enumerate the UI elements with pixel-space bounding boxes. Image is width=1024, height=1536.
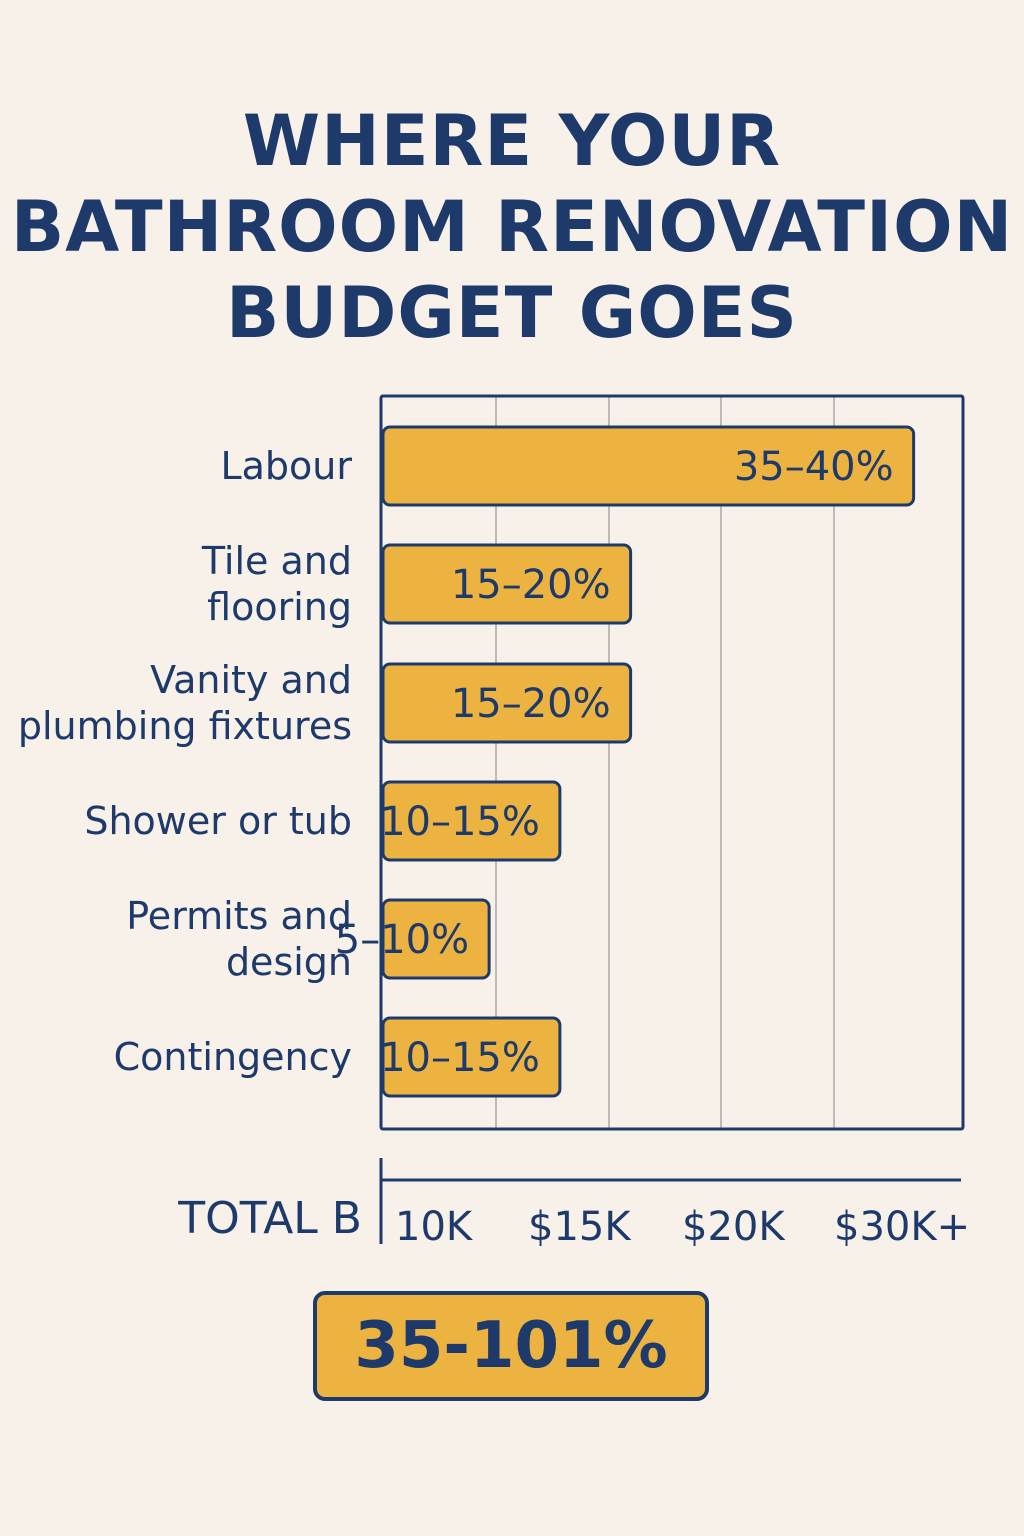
title-line-1: WHERE YOUR — [242, 100, 782, 182]
category-label-4: Shower or tub — [84, 799, 352, 843]
x-tick-label-4: $30K+ — [834, 1204, 970, 1250]
data-label-3: 15–20% — [451, 681, 611, 727]
bar-6 — [381, 1016, 562, 1098]
category-label-3-line-1: Vanity and — [150, 658, 352, 702]
total-range-label: 35-101% — [354, 1309, 668, 1383]
bar-3 — [381, 662, 633, 744]
bar-1 — [381, 425, 916, 507]
plot-frame — [379, 394, 965, 1131]
total-range-box: 35-101% — [313, 1291, 709, 1401]
title-line-3: BUDGET GOES — [226, 272, 798, 354]
category-label-5-line-2: design — [226, 940, 352, 984]
data-label-5: 5–10% — [335, 917, 469, 963]
x-axis-title: TOTAL B — [177, 1193, 362, 1244]
x-tick-label-2: $15K — [528, 1204, 632, 1250]
data-label-2: 15–20% — [451, 562, 611, 608]
category-label-2-line-1: Tile and — [201, 539, 352, 583]
title-line-2: BATHROOM RENOVATION — [10, 186, 1014, 268]
category-label-5-line-1: Permits and — [126, 894, 352, 938]
data-label-4: 10–15% — [380, 799, 540, 845]
category-label-1: Labour — [220, 444, 352, 488]
x-tick-label-3: $20K — [682, 1204, 786, 1250]
bar-4 — [381, 780, 562, 862]
category-label-2-line-2: flooring — [207, 585, 352, 629]
bar-2 — [381, 543, 633, 625]
category-label-3-line-2: plumbing fixtures — [18, 704, 352, 748]
bar-5 — [381, 898, 491, 980]
x-tick-label-1: 10K — [395, 1204, 474, 1250]
page-title: WHERE YOUR BATHROOM RENOVATION BUDGET GO… — [0, 98, 1024, 356]
category-label-6: Contingency — [114, 1035, 352, 1079]
data-label-1: 35–40% — [734, 444, 894, 490]
data-label-6: 10–15% — [380, 1035, 540, 1081]
